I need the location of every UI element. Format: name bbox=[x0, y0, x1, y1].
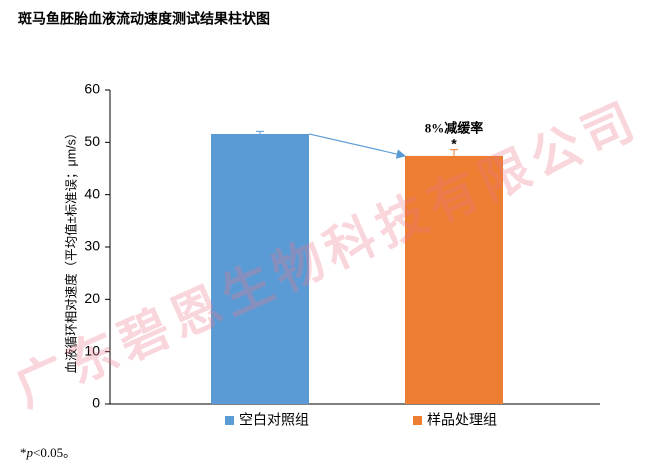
y-tick-label: 10 bbox=[84, 342, 100, 358]
bar bbox=[211, 133, 309, 404]
y-tick-label: 20 bbox=[84, 290, 100, 306]
y-axis-label: 血液循环相对速度（平均值±标准误；μm/s） bbox=[63, 127, 78, 374]
footnote-star: * bbox=[20, 445, 27, 460]
legend-label: 空白对照组 bbox=[239, 412, 309, 428]
legend-swatch bbox=[225, 416, 234, 425]
bar bbox=[405, 155, 503, 404]
annotation: 8%减缓率 bbox=[425, 121, 484, 136]
y-tick-label: 0 bbox=[92, 395, 100, 411]
y-tick-label: 60 bbox=[84, 81, 100, 97]
footnote: *p<0.05。 bbox=[20, 445, 76, 460]
legend-label: 样品处理组 bbox=[427, 412, 497, 428]
y-tick-label: 50 bbox=[84, 133, 100, 149]
trend-arrow bbox=[308, 133, 407, 159]
watermark: 广东碧恩生物科技有限公司 bbox=[7, 93, 642, 417]
chart-title: 斑马鱼胚胎血液流动速度测试结果柱状图 bbox=[18, 11, 270, 27]
footnote-rest: <0.05。 bbox=[33, 445, 76, 460]
legend-swatch bbox=[413, 416, 422, 425]
y-tick-label: 30 bbox=[84, 238, 100, 254]
footnote-p: p bbox=[26, 445, 34, 460]
y-tick-label: 40 bbox=[84, 185, 100, 201]
significance-mark: * bbox=[451, 135, 457, 151]
